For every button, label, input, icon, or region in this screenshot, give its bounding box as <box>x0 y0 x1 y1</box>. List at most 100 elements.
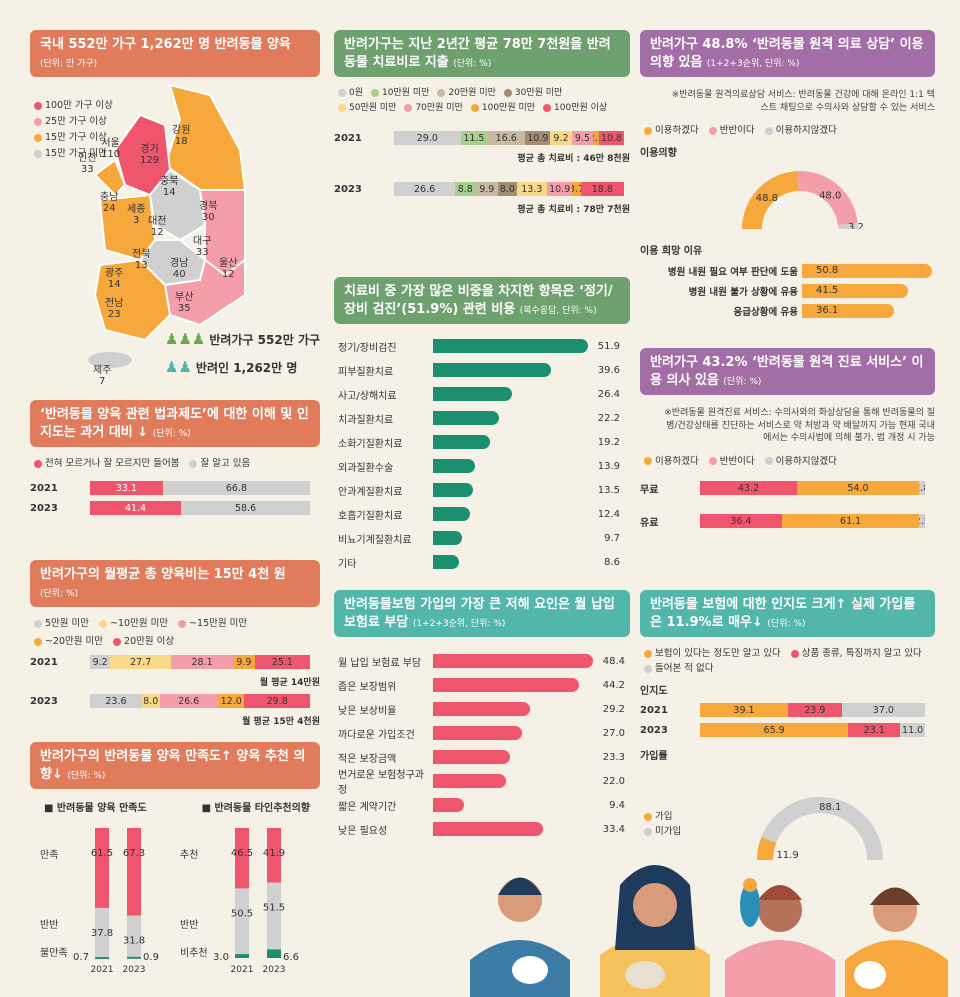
items-bar <box>433 459 475 474</box>
obstacle-bar <box>433 654 593 669</box>
items-track <box>433 338 588 354</box>
map-region-gyeongnam: 경남 40 <box>170 258 189 280</box>
sat-row-label: 추천 <box>180 849 198 861</box>
remote-year: 무료 <box>640 484 659 496</box>
remote-segment: 54.0 <box>797 481 919 496</box>
treatment-segment: 10.8 <box>599 131 624 146</box>
items-track <box>433 554 588 570</box>
consult-reason-label: 응급상황에 유용 <box>733 307 799 319</box>
households-text: 반려가구 552만 가구 <box>209 332 321 347</box>
map-region-daejeon: 대전 12 <box>148 216 167 238</box>
person-1-illustration <box>470 877 570 997</box>
household-icon: ♟♟♟ <box>165 330 206 348</box>
aware-header: 반려동물 보험에 대한 인지도 크게↑ 실제 가입률은 11.9%로 매우↓ (… <box>640 590 935 638</box>
treatment-segment: 10.9 <box>525 131 551 146</box>
obstacle-label: 까다로운 가입조건 <box>338 729 415 741</box>
monthly-year: 2021 <box>30 656 58 668</box>
remote-bar: 36.461.12.5 <box>700 514 925 529</box>
aware-segment: 37.0 <box>841 703 925 718</box>
items-bar <box>433 531 462 546</box>
map-region-chungnam: 충남 24 <box>100 192 119 214</box>
aware-segment: 23.1 <box>848 723 901 738</box>
treatment-year: 2021 <box>334 132 362 144</box>
law-segment: 33.1 <box>90 481 163 496</box>
sat-value: 61.5 <box>91 848 113 859</box>
items-value: 39.6 <box>597 364 620 376</box>
obstacle-value: 22.0 <box>602 775 625 787</box>
map-region-gwangju: 광주 14 <box>105 268 124 290</box>
map-region-busan: 부산 35 <box>175 292 194 314</box>
treatment-bar: 29.011.516.610.99.29.52.510.8 <box>394 131 624 146</box>
obstacle-bar <box>433 822 544 837</box>
consult-intent-label: 이용의향 <box>640 148 677 160</box>
map-legend: 100만 가구 이상 25만 가구 이상 15만 가구 이상 15만 가구 미만 <box>34 97 316 159</box>
sat-year: 2021 <box>231 965 254 975</box>
items-row: 사고/상해치료 26.4 <box>338 382 626 406</box>
obstacle-row: 낮은 보상비율 29.2 <box>338 697 626 721</box>
items-value: 13.9 <box>597 460 620 472</box>
sat-segment <box>127 915 141 957</box>
items-track <box>433 506 588 522</box>
items-bar <box>433 339 588 354</box>
items-track <box>433 386 588 402</box>
items-label: 소화기질환치료 <box>338 438 403 450</box>
obstacle-label: 낮은 보상비율 <box>338 705 397 717</box>
obstacle-track <box>433 797 593 813</box>
consult-reason-row: 병원 내원 필요 여부 판단에 도움 50.8 <box>640 261 935 281</box>
sat-row-label: 반반 <box>40 919 58 931</box>
sat-segment <box>267 882 281 950</box>
monthly-year: 2023 <box>30 695 58 707</box>
sat-segment <box>267 949 281 959</box>
treatment-header: 반려가구는 지난 2년간 평균 78만 7천원을 반려동물 치료비로 지출 (단… <box>334 30 630 78</box>
items-row: 외과질환수술 13.9 <box>338 454 626 478</box>
map-region-sejong: 세종 3 <box>127 204 146 226</box>
obstacle-bar <box>433 702 530 717</box>
items-row: 정기/장비검진 51.9 <box>338 334 626 358</box>
map-region-jeonbuk: 전북 13 <box>132 249 151 271</box>
join-legend: 가입 미가입 <box>644 808 681 837</box>
items-label: 사고/상해치료 <box>338 390 397 402</box>
map-region-gyeongbuk: 경북 30 <box>199 201 218 223</box>
obstacle-track <box>433 773 593 789</box>
sat-value: 67.3 <box>123 848 145 859</box>
sat-segment <box>95 828 109 909</box>
consult-reason-label: 병원 내원 불가 상황에 유용 <box>688 287 798 299</box>
sat-year: 2023 <box>263 965 286 975</box>
treatment-note: 평균 총 치료비 : 46만 8천원 <box>517 154 630 165</box>
consult-reason-row: 병원 내원 불가 상황에 유용 41.5 <box>640 281 935 301</box>
obstacle-track <box>433 725 593 741</box>
obstacle-value: 29.2 <box>602 703 625 715</box>
map-region-daegu: 대구 33 <box>193 236 212 258</box>
items-row: 호흡기질환치료 12.4 <box>338 502 626 526</box>
items-bar <box>433 507 471 522</box>
treatment-segment: 29.0 <box>394 131 461 146</box>
satisfaction-panel: 반려가구의 반려동물 양육 만족도↑ 양육 추천 의향↓ (단위: %) ■ 반… <box>30 742 320 981</box>
law-year: 2023 <box>30 502 58 514</box>
people-pets-illustration <box>470 865 948 997</box>
remote-row: 유료 36.461.12.5 <box>640 514 935 529</box>
treatment-segment: 11.5 <box>460 131 488 146</box>
items-bar <box>433 483 474 498</box>
items-row: 피부질환치료 39.6 <box>338 358 626 382</box>
map-title: 국내 552만 가구 1,262만 명 반려동물 양육 <box>40 37 291 52</box>
consult-donut-segment <box>797 171 858 226</box>
aware-label: 인지도 <box>640 686 668 698</box>
satisfaction-left-title: ■ 반려동물 양육 만족도 <box>44 803 147 815</box>
monthly-segment: 9.2 <box>90 655 111 670</box>
obstacle-value: 33.4 <box>602 823 625 835</box>
consult-donut-label: 48.8 <box>756 193 778 204</box>
obstacle-row: 월 납입 보험료 부담 48.4 <box>338 649 626 673</box>
aware-row: 2023 65.9 23.1 11.0 <box>640 723 935 738</box>
items-label: 외과질환수술 <box>338 462 394 474</box>
sat-segment <box>127 828 141 916</box>
sat-value: 3.0 <box>213 952 229 963</box>
remote-segment: 36.4 <box>700 514 782 529</box>
treatment-segment: 26.6 <box>394 182 456 197</box>
person-2-illustration <box>600 865 710 997</box>
obstacle-track <box>433 821 593 837</box>
map-legend-2: 25만 가구 이상 <box>45 116 107 128</box>
treatment-segment: 2.5 <box>593 131 600 146</box>
items-row: 비뇨기계질환치료 9.7 <box>338 526 626 550</box>
items-value: 12.4 <box>597 508 620 520</box>
items-value: 9.7 <box>604 532 620 544</box>
